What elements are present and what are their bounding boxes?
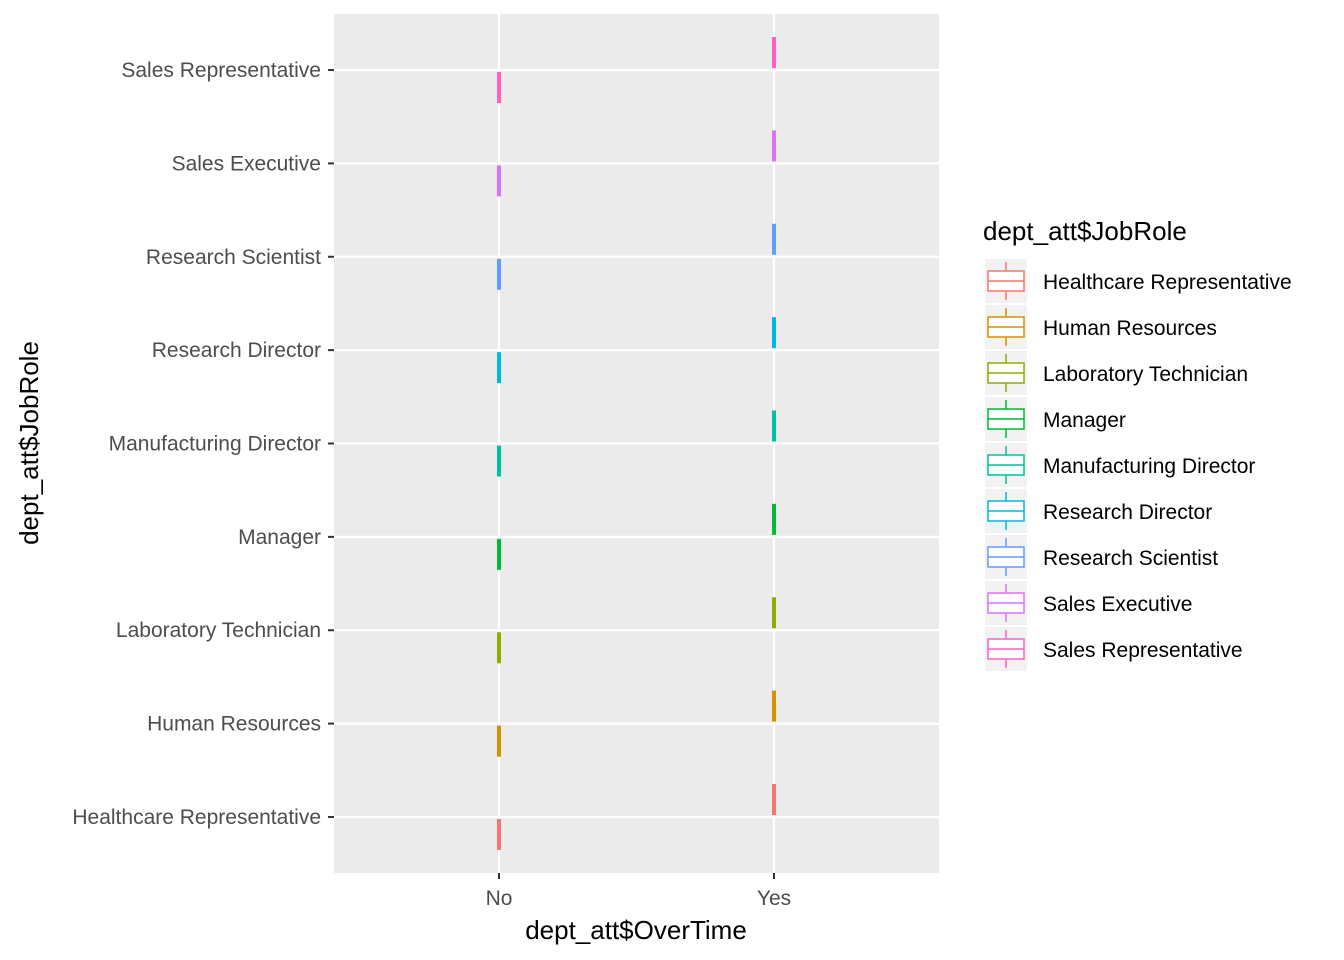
box-mark bbox=[497, 352, 501, 384]
y-tick-label: Sales Executive bbox=[172, 152, 321, 175]
box-mark bbox=[497, 538, 501, 570]
box-mark bbox=[497, 258, 501, 290]
legend: dept_att$JobRole Healthcare Representati… bbox=[983, 216, 1292, 671]
legend-entry: Sales Representative bbox=[985, 627, 1243, 671]
box-mark bbox=[772, 783, 776, 815]
x-axis-ticks: No Yes bbox=[486, 873, 791, 910]
legend-label: Research Scientist bbox=[1043, 547, 1218, 570]
box-mark bbox=[497, 818, 501, 850]
box-mark bbox=[497, 632, 501, 664]
gridlines bbox=[334, 14, 939, 873]
legend-entries: Healthcare Representative Human Resources… bbox=[985, 259, 1292, 671]
legend-entry: Human Resources bbox=[985, 305, 1217, 349]
y-tick-label: Research Scientist bbox=[146, 246, 321, 269]
y-axis-ticks: Healthcare Representative Human Resources… bbox=[72, 59, 334, 829]
legend-label: Research Director bbox=[1043, 501, 1212, 524]
y-tick-label: Healthcare Representative bbox=[72, 806, 321, 829]
box-mark bbox=[772, 223, 776, 255]
box-mark bbox=[772, 690, 776, 722]
y-tick-label: Human Resources bbox=[147, 713, 321, 736]
y-axis-title: dept_att$JobRole bbox=[14, 341, 44, 545]
legend-entry: Manager bbox=[985, 397, 1126, 441]
box-mark bbox=[772, 130, 776, 162]
y-tick-label: Research Director bbox=[152, 339, 321, 362]
box-mark bbox=[772, 597, 776, 629]
box-mark bbox=[772, 410, 776, 442]
x-tick-label: No bbox=[486, 887, 513, 910]
x-axis-title: dept_att$OverTime bbox=[525, 915, 747, 945]
box-mark bbox=[497, 445, 501, 477]
legend-entry: Manufacturing Director bbox=[985, 443, 1255, 487]
legend-entry: Research Scientist bbox=[985, 535, 1218, 579]
x-tick-label: Yes bbox=[757, 887, 791, 910]
box-mark bbox=[497, 72, 501, 104]
y-tick-label: Manufacturing Director bbox=[109, 433, 321, 456]
legend-entry: Sales Executive bbox=[985, 581, 1192, 625]
y-tick-label: Laboratory Technician bbox=[116, 619, 321, 642]
box-mark bbox=[772, 37, 776, 69]
y-tick-label: Sales Representative bbox=[121, 59, 321, 82]
legend-label: Laboratory Technician bbox=[1043, 363, 1248, 386]
y-tick-label: Manager bbox=[238, 526, 321, 549]
box-mark bbox=[772, 503, 776, 535]
legend-entry: Research Director bbox=[985, 489, 1212, 533]
box-mark bbox=[497, 165, 501, 197]
legend-label: Sales Representative bbox=[1043, 639, 1243, 662]
legend-entry: Healthcare Representative bbox=[985, 259, 1292, 303]
box-mark bbox=[497, 725, 501, 757]
legend-label: Sales Executive bbox=[1043, 593, 1192, 616]
legend-label: Manager bbox=[1043, 409, 1126, 432]
legend-label: Healthcare Representative bbox=[1043, 271, 1292, 294]
box-marks bbox=[497, 37, 776, 850]
legend-entry: Laboratory Technician bbox=[985, 351, 1248, 395]
legend-title: dept_att$JobRole bbox=[983, 216, 1187, 246]
legend-label: Human Resources bbox=[1043, 317, 1217, 340]
legend-label: Manufacturing Director bbox=[1043, 455, 1255, 478]
box-mark bbox=[772, 317, 776, 349]
